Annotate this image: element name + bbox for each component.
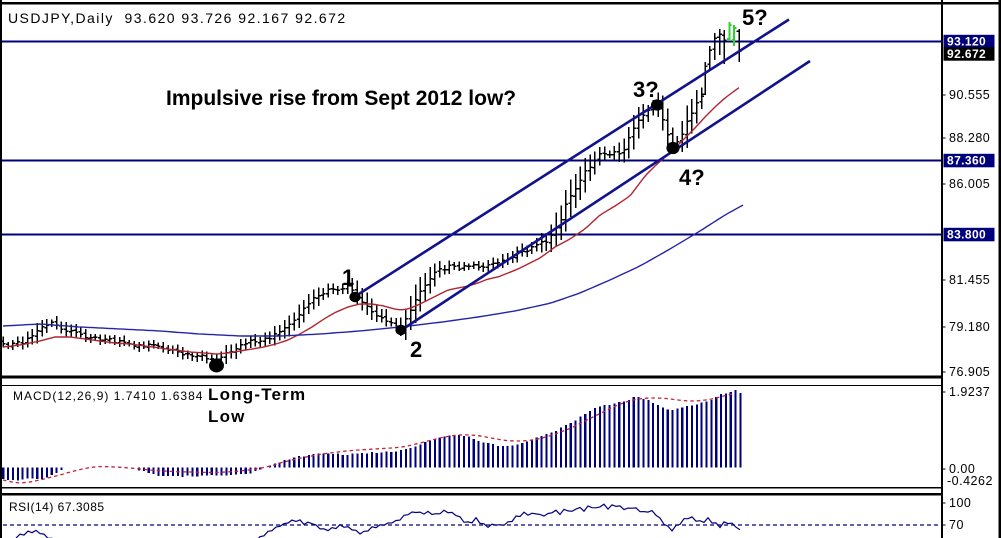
svg-text:MACD(12,26,9) 1.7410 1.6384: MACD(12,26,9) 1.7410 1.6384 <box>13 389 203 403</box>
svg-text:3?: 3? <box>633 77 659 102</box>
svg-text:92.672: 92.672 <box>947 47 986 61</box>
svg-text:70: 70 <box>949 518 964 532</box>
svg-text:1.9237: 1.9237 <box>949 385 990 399</box>
svg-text:USDJPY,Daily 93.620 93.726 92: USDJPY,Daily 93.620 93.726 92.167 92.672 <box>8 10 347 26</box>
svg-text:1: 1 <box>342 265 354 290</box>
svg-text:93.120: 93.120 <box>947 35 986 49</box>
svg-text:83.800: 83.800 <box>947 228 986 242</box>
svg-text:86.005: 86.005 <box>949 177 990 191</box>
svg-text:5?: 5? <box>742 5 768 30</box>
svg-text:-0.4262: -0.4262 <box>947 474 993 488</box>
svg-text:2: 2 <box>410 337 422 362</box>
svg-text:RSI(14) 67.3085: RSI(14) 67.3085 <box>9 500 105 514</box>
svg-text:4?: 4? <box>679 165 705 190</box>
svg-text:0.00: 0.00 <box>949 462 975 476</box>
svg-text:Low: Low <box>208 407 246 426</box>
svg-text:Long-Term: Long-Term <box>208 385 306 404</box>
svg-text:87.360: 87.360 <box>947 154 986 168</box>
svg-text:79.180: 79.180 <box>949 320 990 334</box>
svg-text:100: 100 <box>949 496 971 510</box>
svg-text:76.905: 76.905 <box>949 365 990 379</box>
svg-text:88.280: 88.280 <box>949 131 990 145</box>
svg-text:81.455: 81.455 <box>949 273 990 287</box>
svg-text:Impulsive rise from Sept 2012: Impulsive rise from Sept 2012 low? <box>166 87 516 110</box>
svg-text:90.555: 90.555 <box>949 88 990 102</box>
